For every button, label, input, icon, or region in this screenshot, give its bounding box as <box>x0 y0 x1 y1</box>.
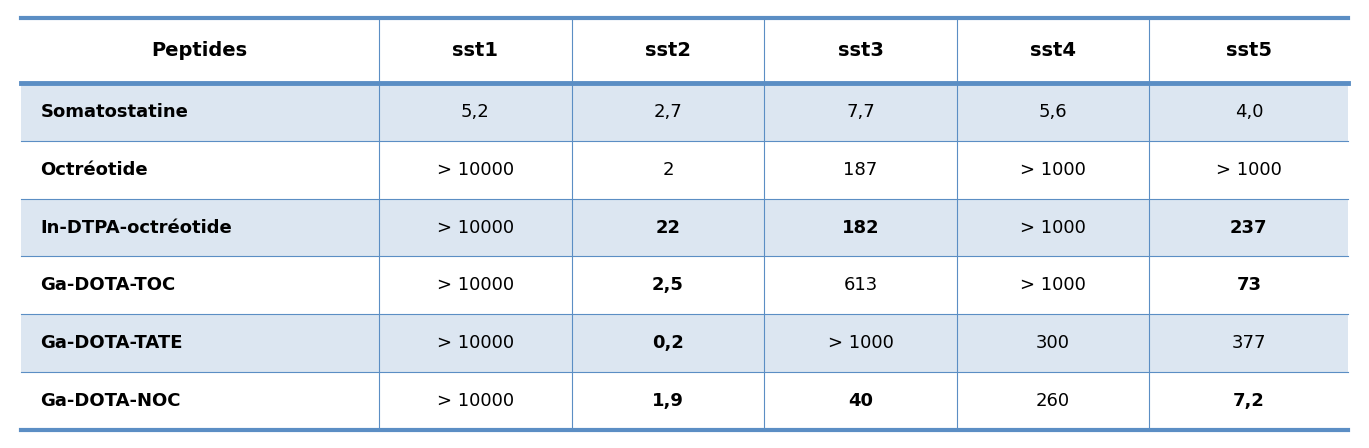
Text: > 10000: > 10000 <box>437 334 513 352</box>
Text: 1,9: 1,9 <box>652 392 684 410</box>
Text: Ga-DOTA-TOC: Ga-DOTA-TOC <box>41 276 175 294</box>
Bar <box>572 256 764 314</box>
Text: 182: 182 <box>842 219 879 237</box>
Text: 260: 260 <box>1036 392 1071 410</box>
Text: Octréotide: Octréotide <box>41 161 148 179</box>
Text: Somatostatine: Somatostatine <box>41 103 189 121</box>
Text: 237: 237 <box>1231 219 1268 237</box>
Bar <box>1150 83 1348 141</box>
Text: > 1000: > 1000 <box>1216 161 1281 179</box>
Text: Peptides: Peptides <box>152 41 248 60</box>
Text: 300: 300 <box>1036 334 1071 352</box>
Bar <box>1150 141 1348 198</box>
Text: 7,7: 7,7 <box>846 103 875 121</box>
Bar <box>21 314 379 372</box>
Text: > 10000: > 10000 <box>437 161 513 179</box>
Text: sst3: sst3 <box>838 41 883 60</box>
Text: sst2: sst2 <box>645 41 691 60</box>
Bar <box>379 256 572 314</box>
Text: Ga-DOTA-TATE: Ga-DOTA-TATE <box>41 334 183 352</box>
Bar <box>21 372 379 430</box>
Bar <box>764 141 957 198</box>
Text: 187: 187 <box>843 161 878 179</box>
Bar <box>572 314 764 372</box>
Text: sst4: sst4 <box>1029 41 1076 60</box>
Bar <box>21 18 379 83</box>
Text: > 1000: > 1000 <box>827 334 894 352</box>
Bar <box>572 198 764 256</box>
Bar <box>572 18 764 83</box>
Text: 2,7: 2,7 <box>653 103 682 121</box>
Bar <box>21 256 379 314</box>
Text: > 10000: > 10000 <box>437 219 513 237</box>
Text: 613: 613 <box>843 276 878 294</box>
Bar <box>957 141 1150 198</box>
Bar <box>572 141 764 198</box>
Bar <box>957 83 1150 141</box>
Bar <box>764 372 957 430</box>
Bar <box>957 314 1150 372</box>
Text: 40: 40 <box>847 392 873 410</box>
Bar <box>957 372 1150 430</box>
Bar <box>1150 372 1348 430</box>
Bar <box>379 18 572 83</box>
Bar <box>764 256 957 314</box>
Bar <box>379 314 572 372</box>
Bar <box>21 141 379 198</box>
Text: 73: 73 <box>1236 276 1261 294</box>
Bar <box>957 256 1150 314</box>
Text: > 1000: > 1000 <box>1020 161 1086 179</box>
Text: 4,0: 4,0 <box>1235 103 1264 121</box>
Text: 22: 22 <box>656 219 680 237</box>
Text: 2: 2 <box>663 161 674 179</box>
Text: 377: 377 <box>1232 334 1266 352</box>
Bar <box>379 83 572 141</box>
Bar <box>21 83 379 141</box>
Bar <box>379 198 572 256</box>
Text: Ga-DOTA-NOC: Ga-DOTA-NOC <box>41 392 181 410</box>
Bar <box>1150 314 1348 372</box>
Bar <box>21 198 379 256</box>
Text: > 10000: > 10000 <box>437 276 513 294</box>
Bar <box>1150 18 1348 83</box>
Bar <box>764 198 957 256</box>
Text: In-DTPA-octréotide: In-DTPA-octréotide <box>41 219 233 237</box>
Text: 5,6: 5,6 <box>1039 103 1068 121</box>
Text: 5,2: 5,2 <box>461 103 490 121</box>
Bar <box>1150 256 1348 314</box>
Bar <box>957 198 1150 256</box>
Text: > 1000: > 1000 <box>1020 276 1086 294</box>
Bar <box>572 372 764 430</box>
Bar <box>957 18 1150 83</box>
Text: 0,2: 0,2 <box>652 334 684 352</box>
Bar <box>379 141 572 198</box>
Bar <box>764 83 957 141</box>
Bar <box>764 18 957 83</box>
Text: > 1000: > 1000 <box>1020 219 1086 237</box>
Bar <box>764 314 957 372</box>
Text: 7,2: 7,2 <box>1233 392 1265 410</box>
Bar <box>572 83 764 141</box>
Text: 2,5: 2,5 <box>652 276 684 294</box>
Text: sst1: sst1 <box>452 41 498 60</box>
Bar <box>379 372 572 430</box>
Bar <box>1150 198 1348 256</box>
Text: sst5: sst5 <box>1225 41 1272 60</box>
Text: > 10000: > 10000 <box>437 392 513 410</box>
